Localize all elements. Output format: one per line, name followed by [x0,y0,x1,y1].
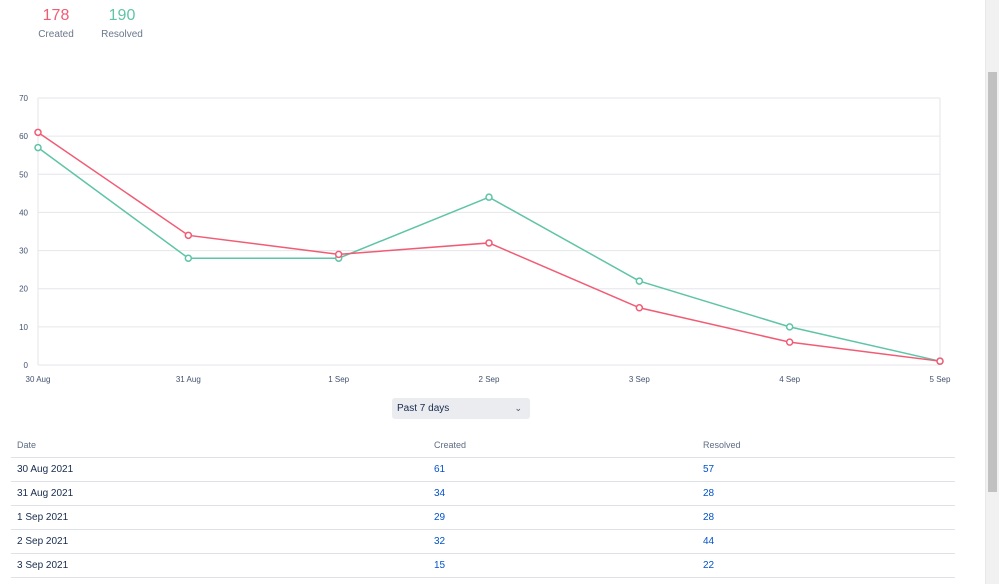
y-tick-label: 0 [24,361,29,370]
x-tick-label: 4 Sep [779,375,800,384]
data-point-created [485,239,493,247]
table-row: 30 Aug 2021 61 57 [11,457,955,482]
y-tick-label: 70 [19,94,28,103]
data-point-created [936,357,944,365]
scrollbar-thumb[interactable] [988,72,997,492]
chevron-down-icon: ⌄ [514,403,522,413]
created-total: 178 [42,7,70,24]
row-date: 31 Aug 2021 [11,481,428,506]
period-select-value: Past 7 days [397,403,450,414]
y-tick-label: 50 [19,170,28,179]
data-table: Date Created Resolved 30 Aug 2021 61 57 … [11,433,955,578]
header-resolved: Resolved [697,433,955,458]
x-tick-label: 31 Aug [176,375,201,384]
data-point-resolved [485,193,493,201]
row-resolved-link[interactable]: 28 [697,505,955,530]
row-resolved-link[interactable]: 57 [697,457,955,482]
row-created-link[interactable]: 61 [428,457,697,482]
row-created-link[interactable]: 32 [428,529,697,554]
table-row: 3 Sep 2021 15 22 [11,553,955,578]
y-tick-label: 30 [19,247,28,256]
created-label: Created [38,29,74,40]
row-created-link[interactable]: 15 [428,553,697,578]
y-tick-label: 20 [19,285,28,294]
table-row: 31 Aug 2021 34 28 [11,481,955,506]
data-point-created [334,250,343,259]
table-row: 1 Sep 2021 29 28 [11,505,955,530]
header-created: Created [428,433,697,458]
row-date: 3 Sep 2021 [11,553,428,578]
y-tick-label: 10 [19,323,28,332]
resolved-total: 190 [108,7,136,24]
row-date: 2 Sep 2021 [11,529,428,554]
row-resolved-link[interactable]: 28 [697,481,955,506]
created-vs-resolved-chart: 0 10 20 30 40 50 60 70 30 Aug 31 Aug 1 Sep 2 Sep 3 S… [19,94,951,384]
y-tick-label: 40 [19,208,28,217]
summary-resolved: 190 Resolved [101,6,143,41]
x-tick-label: 2 Sep [479,375,500,384]
summary-created: 178 Created [36,6,76,41]
row-date: 30 Aug 2021 [11,457,428,482]
x-tick-label: 3 Sep [629,375,650,384]
row-resolved-link[interactable]: 44 [697,529,955,554]
row-resolved-link[interactable]: 22 [697,553,955,578]
row-date: 1 Sep 2021 [11,505,428,530]
vertical-scrollbar[interactable] [985,0,999,584]
data-point-created [635,304,644,312]
data-point-created [785,338,794,346]
data-point-resolved [635,277,644,285]
data-point-resolved [34,143,42,152]
row-created-link[interactable]: 29 [428,505,697,530]
data-point-created [34,128,42,137]
x-tick-label: 1 Sep [328,375,349,384]
data-point-resolved [184,254,193,262]
resolved-label: Resolved [101,29,143,40]
table-row: 2 Sep 2021 32 44 [11,529,955,554]
period-select[interactable]: Past 7 days ⌄ [392,398,530,419]
y-tick-label: 60 [19,132,28,141]
x-tick-label: 30 Aug [26,375,51,384]
header-date: Date [11,433,428,458]
series-line-resolved [37,146,941,362]
table-header-row: Date Created Resolved [11,433,955,458]
data-point-created [184,231,193,240]
data-point-resolved [785,323,794,331]
row-created-link[interactable]: 34 [428,481,697,506]
x-tick-label: 5 Sep [930,375,951,384]
